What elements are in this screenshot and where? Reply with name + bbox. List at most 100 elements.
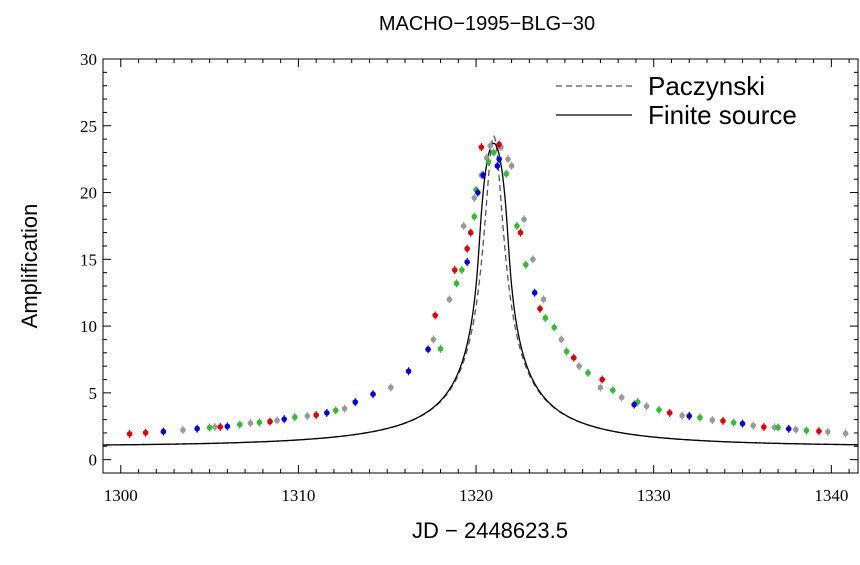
data-point [551, 324, 558, 331]
data-point [304, 413, 311, 419]
data-point [530, 256, 536, 263]
y-tick-label: 30 [80, 50, 97, 69]
data-point [720, 418, 726, 424]
data-point [730, 419, 737, 426]
data-point [480, 172, 486, 178]
x-tick-label: 1340 [814, 486, 848, 505]
data-point [446, 296, 453, 303]
chart-title: MACHO−1995−BLG−30 [379, 13, 595, 35]
data-point [313, 412, 319, 418]
data-point [487, 143, 494, 149]
data-point [217, 424, 224, 430]
data-point [405, 368, 412, 375]
data-point [679, 412, 685, 419]
data-point [451, 267, 458, 273]
data-point [517, 229, 524, 236]
data-point [247, 420, 254, 426]
data-point [142, 429, 149, 436]
data-point [576, 363, 582, 369]
data-point [842, 430, 849, 437]
data-point [160, 428, 167, 435]
data-point [281, 416, 288, 422]
curve-paczynski [103, 134, 858, 446]
x-tick-label: 1310 [281, 486, 315, 505]
y-tick-label: 5 [89, 384, 98, 403]
model-curves [103, 134, 858, 446]
data-point [709, 417, 716, 423]
plot-frame [102, 58, 859, 474]
data-point [542, 315, 549, 321]
data-point [537, 305, 543, 312]
data-point [793, 426, 799, 433]
data-point [387, 384, 394, 391]
data-point [324, 410, 330, 416]
data-point [599, 376, 605, 383]
data-point [750, 422, 756, 429]
data-point [505, 156, 511, 162]
data-point [494, 163, 501, 169]
data-point [352, 399, 359, 405]
data-point [825, 429, 831, 435]
data-point [761, 424, 767, 430]
data-point [496, 141, 502, 148]
data-point [521, 216, 527, 223]
data-point [666, 410, 673, 416]
axis-ticks: 1300 1310 1320 1330 1340 0 5 10 15 20 25 30 [80, 50, 858, 505]
data-point [531, 289, 538, 296]
data-point [267, 418, 273, 425]
data-point [459, 267, 465, 273]
data-point [491, 149, 497, 156]
data-point [425, 346, 431, 353]
y-tick-label: 20 [80, 184, 97, 203]
data-point [816, 428, 822, 434]
data-point [558, 336, 565, 343]
data-point [475, 189, 481, 196]
legend-label-paczynski: Paczynski [648, 71, 765, 101]
data-point [643, 403, 650, 410]
data-point [180, 427, 186, 433]
data-point [471, 213, 478, 220]
data-point [471, 195, 478, 201]
data-point [656, 407, 662, 413]
data-point [236, 421, 243, 428]
data-point [697, 414, 703, 421]
data-point [430, 336, 437, 343]
data-points [126, 140, 849, 438]
data-point [585, 370, 591, 376]
data-point [453, 280, 460, 287]
data-point [739, 420, 746, 427]
legend: Paczynski Finite source [556, 71, 797, 130]
data-point [464, 245, 470, 252]
data-point [256, 419, 263, 426]
data-point [496, 156, 502, 162]
data-point [478, 144, 485, 150]
data-point [618, 394, 625, 401]
data-point [523, 261, 529, 268]
y-tick-label: 0 [89, 451, 98, 470]
data-point [485, 159, 492, 165]
x-tick-label: 1320 [459, 486, 493, 505]
data-point [803, 427, 810, 434]
data-point [212, 424, 218, 430]
data-point [460, 223, 467, 229]
data-point [503, 171, 510, 177]
data-point [194, 425, 200, 432]
data-point [775, 424, 781, 431]
data-point [341, 405, 348, 412]
data-point [514, 223, 520, 229]
data-point [570, 354, 577, 361]
data-point [370, 391, 376, 398]
data-point [467, 229, 474, 236]
y-axis-label: Amplification [17, 204, 42, 329]
data-point [540, 296, 547, 303]
curve-finite-source [103, 142, 858, 446]
data-point [631, 401, 637, 408]
x-tick-label: 1300 [104, 486, 138, 505]
data-point [206, 424, 213, 431]
x-axis-label: JD − 2448623.5 [412, 518, 568, 543]
data-point [610, 387, 616, 394]
x-tick-label: 1330 [637, 486, 671, 505]
y-tick-label: 10 [80, 317, 97, 336]
y-tick-label: 15 [80, 250, 97, 269]
